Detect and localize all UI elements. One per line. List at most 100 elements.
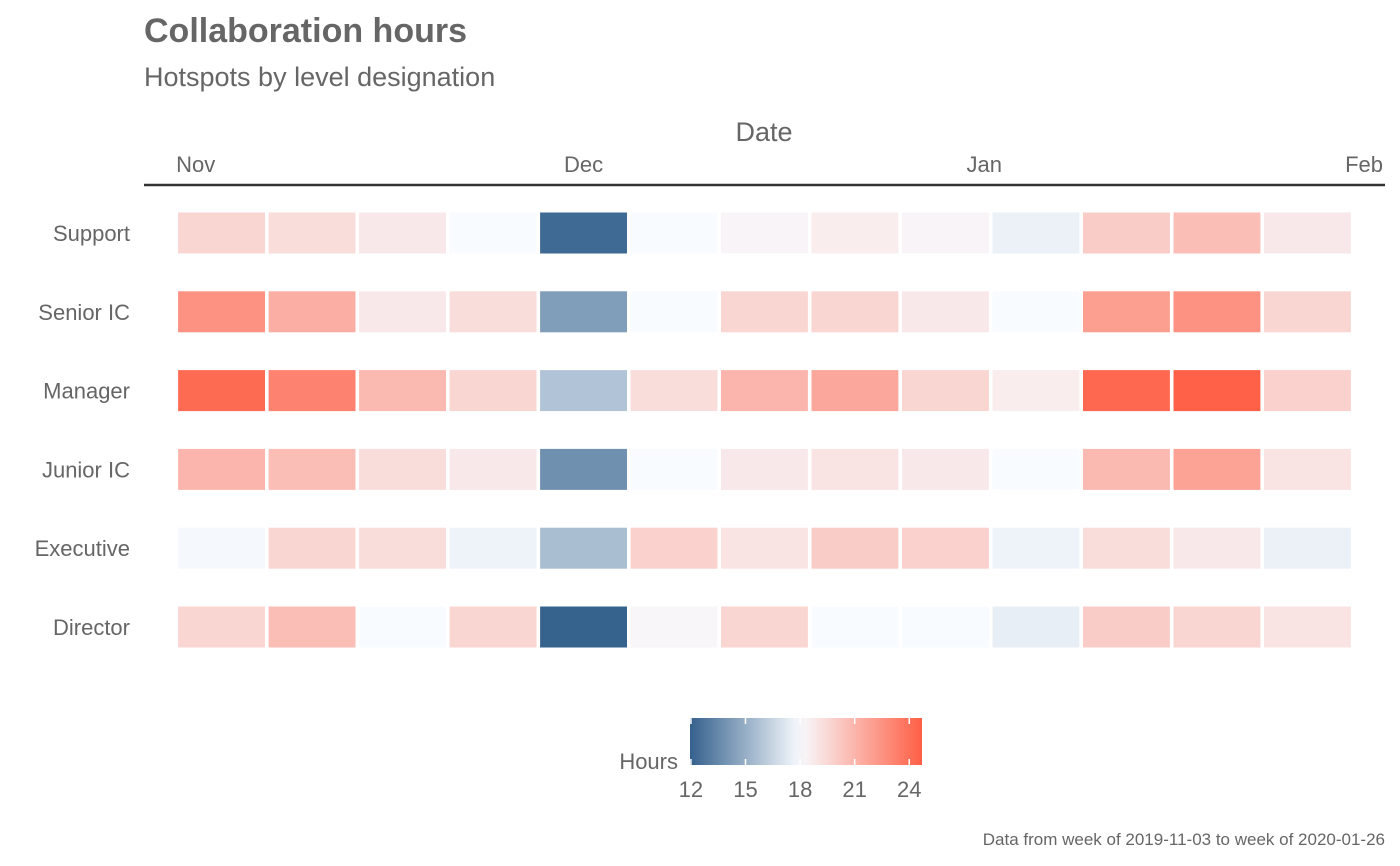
legend-colorbar	[690, 718, 922, 765]
heatmap-cell	[630, 527, 718, 569]
heatmap-cell	[1083, 370, 1170, 412]
y-tick-label: Executive	[35, 536, 130, 561]
heatmap-cell	[630, 448, 718, 490]
heatmap-cell	[1173, 448, 1261, 490]
y-tick-label: Junior IC	[42, 457, 130, 482]
heatmap-cell	[540, 606, 627, 648]
heatmap-cell	[721, 291, 808, 333]
heatmap-cell	[1264, 527, 1351, 569]
x-tick-label: Nov	[176, 152, 215, 177]
y-tick-label: Senior IC	[38, 300, 130, 325]
legend-tick-label: 21	[842, 777, 866, 802]
heatmap-cell	[811, 370, 899, 412]
heatmap-cell	[359, 370, 446, 412]
heatmap-cell	[630, 606, 718, 648]
heatmap-cell	[811, 291, 899, 333]
heatmap-cell	[178, 606, 265, 648]
heatmap-cell	[268, 212, 356, 254]
heatmap-cell	[721, 606, 808, 648]
heatmap-cell	[721, 370, 808, 412]
heatmap-cell	[992, 370, 1080, 412]
heatmap-cell	[1173, 212, 1261, 254]
heatmap-cell	[178, 212, 265, 254]
heatmap-cell	[359, 527, 446, 569]
heatmap-cells	[178, 212, 1351, 648]
x-tick-label: Feb	[1345, 152, 1383, 177]
heatmap-cell	[540, 370, 627, 412]
chart-caption: Data from week of 2019-11-03 to week of …	[983, 830, 1385, 849]
heatmap-cell	[1083, 527, 1170, 569]
heatmap-cell	[178, 448, 265, 490]
heatmap-cell	[902, 448, 989, 490]
y-tick-label: Director	[53, 615, 130, 640]
heatmap-cell	[992, 291, 1080, 333]
chart-subtitle: Hotspots by level designation	[144, 62, 495, 92]
heatmap-cell	[811, 212, 899, 254]
heatmap-cell	[268, 527, 356, 569]
chart-title: Collaboration hours	[144, 12, 467, 50]
heatmap-cell	[992, 212, 1080, 254]
heatmap-cell	[540, 527, 627, 569]
heatmap-cell	[359, 606, 446, 648]
heatmap-cell	[359, 291, 446, 333]
color-legend: Hours 12 15 18 21 24	[619, 718, 922, 802]
heatmap-cell	[992, 606, 1080, 648]
x-axis-ticks: Nov Dec Jan Feb	[176, 152, 1383, 177]
heatmap-cell	[178, 527, 265, 569]
heatmap-cell	[1173, 370, 1261, 412]
y-axis-ticks: Support Senior IC Manager Junior IC Executiv…	[35, 221, 130, 640]
heatmap-cell	[992, 527, 1080, 569]
heatmap-cell	[811, 527, 899, 569]
legend-tick-label: 18	[788, 777, 812, 802]
heatmap-cell	[721, 527, 808, 569]
heatmap-cell	[630, 291, 718, 333]
heatmap-cell	[1083, 291, 1170, 333]
heatmap-cell	[449, 606, 537, 648]
heatmap-cell	[721, 212, 808, 254]
heatmap-cell	[449, 291, 537, 333]
heatmap-cell	[540, 291, 627, 333]
heatmap-cell	[449, 212, 537, 254]
heatmap-cell	[1083, 448, 1170, 490]
heatmap-cell	[1083, 212, 1170, 254]
heatmap-cell	[1083, 606, 1170, 648]
heatmap-cell	[1264, 370, 1351, 412]
heatmap-cell	[268, 606, 356, 648]
heatmap-cell	[902, 527, 989, 569]
heatmap-cell	[449, 527, 537, 569]
heatmap-cell	[449, 370, 537, 412]
heatmap-cell	[1264, 448, 1351, 490]
heatmap-cell	[902, 370, 989, 412]
heatmap-cell	[811, 606, 899, 648]
heatmap-cell	[721, 448, 808, 490]
legend-tick-label: 24	[897, 777, 921, 802]
heatmap-cell	[630, 212, 718, 254]
y-tick-label: Support	[53, 221, 130, 246]
heatmap-cell	[902, 291, 989, 333]
heatmap-cell	[902, 212, 989, 254]
heatmap-cell	[540, 448, 627, 490]
heatmap-cell	[902, 606, 989, 648]
heatmap-cell	[630, 370, 718, 412]
legend-tick-label: 15	[733, 777, 757, 802]
heatmap-cell	[359, 212, 446, 254]
heatmap-cell	[1264, 212, 1351, 254]
x-tick-label: Dec	[564, 152, 603, 177]
heatmap-cell	[1173, 606, 1261, 648]
heatmap-cell	[811, 448, 899, 490]
heatmap-cell	[178, 291, 265, 333]
heatmap-cell	[1264, 606, 1351, 648]
x-tick-label: Jan	[967, 152, 1002, 177]
heatmap-cell	[268, 448, 356, 490]
x-axis-title: Date	[735, 117, 792, 147]
y-tick-label: Manager	[43, 379, 130, 404]
heatmap-cell	[449, 448, 537, 490]
heatmap-cell	[268, 370, 356, 412]
heatmap-cell	[992, 448, 1080, 490]
legend-title: Hours	[619, 749, 678, 774]
heatmap-cell	[359, 448, 446, 490]
heatmap-cell	[1173, 291, 1261, 333]
heatmap-cell	[540, 212, 627, 254]
heatmap-cell	[1173, 527, 1261, 569]
